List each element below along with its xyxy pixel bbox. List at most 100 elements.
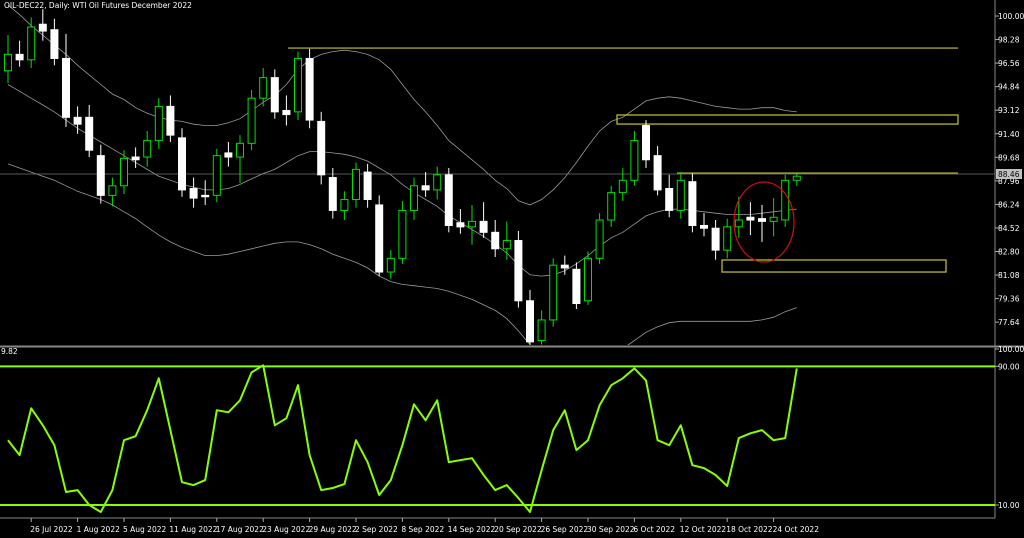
candle-body	[468, 220, 476, 228]
candle-body	[247, 97, 256, 144]
candle-body	[50, 29, 59, 59]
candle-body	[410, 185, 418, 211]
candle-body	[456, 222, 465, 228]
candle-body	[526, 300, 534, 343]
candle-body	[154, 105, 163, 142]
candle-body	[421, 185, 430, 191]
candle-body	[618, 179, 627, 194]
candle-body	[723, 226, 732, 251]
band-line	[7, 163, 797, 345]
candle-body	[62, 57, 70, 118]
y-tick-label: 77.64	[998, 318, 1020, 327]
x-tick-label: 18 Oct 2022	[726, 525, 773, 534]
candle-body	[270, 77, 279, 113]
oscillator-label: 9.82	[1, 347, 18, 356]
y-tick-label: 100.00	[998, 345, 1024, 354]
y-tick-label: 93.12	[998, 106, 1020, 115]
candle-body	[781, 179, 790, 221]
x-tick-label: 30 Sep 2022	[587, 525, 635, 534]
candle-body	[96, 155, 105, 196]
x-tick-label: 5 Aug 2022	[123, 525, 166, 534]
candle-body	[549, 264, 558, 321]
candle-body	[305, 57, 314, 121]
candle-body	[502, 240, 511, 250]
last-price-label: 88.46	[998, 170, 1020, 179]
y-tick-label: 10.00	[998, 501, 1020, 510]
candle-body	[317, 120, 326, 176]
oscillator-line	[7, 364, 798, 513]
candle-body	[352, 168, 360, 200]
candle-body	[734, 219, 743, 228]
y-tick-label: 94.84	[998, 83, 1020, 92]
candle-body	[514, 240, 523, 302]
y-tick-label: 91.40	[998, 130, 1020, 139]
x-tick-label: 2 Sep 2022	[355, 525, 398, 534]
x-tick-label: 20 Sep 2022	[494, 525, 542, 534]
candle-body	[792, 175, 801, 181]
x-tick-label: 11 Aug 2022	[169, 525, 217, 534]
x-tick-label: 8 Sep 2022	[401, 525, 444, 534]
candle-body	[328, 177, 337, 211]
x-tick-label: 6 Oct 2022	[633, 525, 675, 534]
axes: 100.00 98.28 96.56 94.84 93.12 91.40 89.68 87.9…	[30, 12, 1024, 534]
candle-body	[653, 155, 662, 191]
y-tick-label: 100.00	[998, 12, 1024, 21]
candle-body	[560, 264, 569, 269]
x-tick-label: 26 Jul 2022	[30, 525, 73, 534]
last-price-box	[996, 169, 1022, 180]
zone-box	[616, 114, 959, 125]
candle-body	[189, 188, 198, 199]
candle-body	[746, 216, 755, 221]
y-tick-label: 82.80	[998, 247, 1020, 256]
candle-body	[584, 257, 592, 302]
candle-body	[73, 116, 82, 125]
y-tick-label: 84.52	[998, 224, 1020, 233]
candle-body	[131, 156, 140, 161]
candle-body	[259, 77, 268, 99]
candle-body	[642, 125, 650, 161]
y-tick-label: 81.08	[998, 271, 1020, 280]
highlight-ellipse	[733, 181, 795, 263]
x-tick-label: 14 Sep 2022	[448, 525, 496, 534]
price-pane	[0, 4, 995, 345]
candle-body	[363, 171, 372, 200]
y-tick-label: 89.68	[998, 153, 1020, 162]
band-line	[7, 4, 797, 206]
candle-body	[282, 109, 291, 116]
candle-body	[120, 157, 128, 187]
candle-body	[143, 140, 152, 158]
candle-body	[38, 23, 47, 32]
candle-body	[572, 268, 581, 305]
y-tick-label: 79.36	[998, 295, 1020, 304]
candle-body	[665, 188, 674, 211]
candle-body	[224, 152, 233, 158]
candle-body	[537, 319, 546, 341]
candle-body	[769, 216, 778, 222]
candle-body	[201, 194, 210, 198]
candle-body	[595, 219, 604, 259]
y-tick-label: 86.24	[998, 200, 1020, 209]
x-tick-label: 12 Oct 2022	[680, 525, 727, 534]
candle-body	[27, 26, 36, 61]
zone-box	[721, 259, 947, 273]
candle-body	[700, 224, 708, 229]
y-tick-label: 87.96	[998, 177, 1020, 186]
candle-body	[166, 105, 175, 136]
candle-body	[398, 209, 407, 259]
candle-body	[212, 155, 221, 196]
y-tick-label: 98.28	[998, 36, 1020, 45]
candle-body	[375, 204, 384, 273]
x-tick-label: 1 Aug 2022	[77, 525, 120, 534]
chart-title: OIL-DEC22, Daily: WTI Oil Futures Decemb…	[4, 1, 192, 10]
candle-body	[607, 192, 616, 221]
candle-body	[85, 116, 94, 151]
candle-body	[491, 231, 500, 250]
x-tick-label: 26 Sep 2022	[541, 525, 589, 534]
candle-body	[676, 179, 685, 211]
x-tick-label: 29 Aug 2022	[309, 525, 357, 534]
candle-body	[479, 220, 488, 233]
x-tick-label: 24 Oct 2022	[773, 525, 820, 534]
candle-body	[711, 227, 720, 251]
x-tick-label: 17 Aug 2022	[216, 525, 264, 534]
candle-body	[688, 181, 697, 226]
